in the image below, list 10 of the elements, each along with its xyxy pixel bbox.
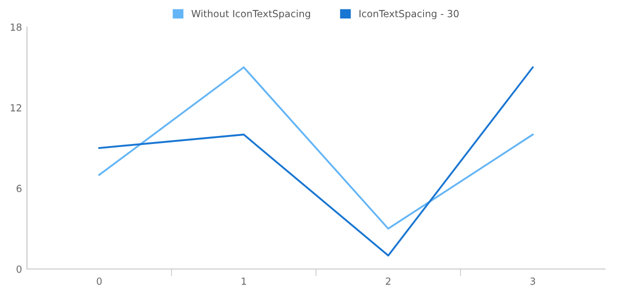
x-tick-label: 1 — [242, 278, 246, 285]
x-tick-label: 3 — [530, 278, 536, 285]
y-tick-label: 0 — [16, 265, 22, 273]
y-tick-label: 6 — [16, 184, 22, 192]
y-tick-label: 18 — [10, 23, 22, 31]
legend-label: Without IconTextSpacing — [192, 10, 310, 20]
legend-label: IconTextSpacing - 30 — [360, 10, 459, 20]
x-tick-label: 0 — [96, 278, 102, 285]
x-tick-label: 2 — [386, 278, 390, 285]
y-tick-label: 12 — [10, 104, 22, 112]
